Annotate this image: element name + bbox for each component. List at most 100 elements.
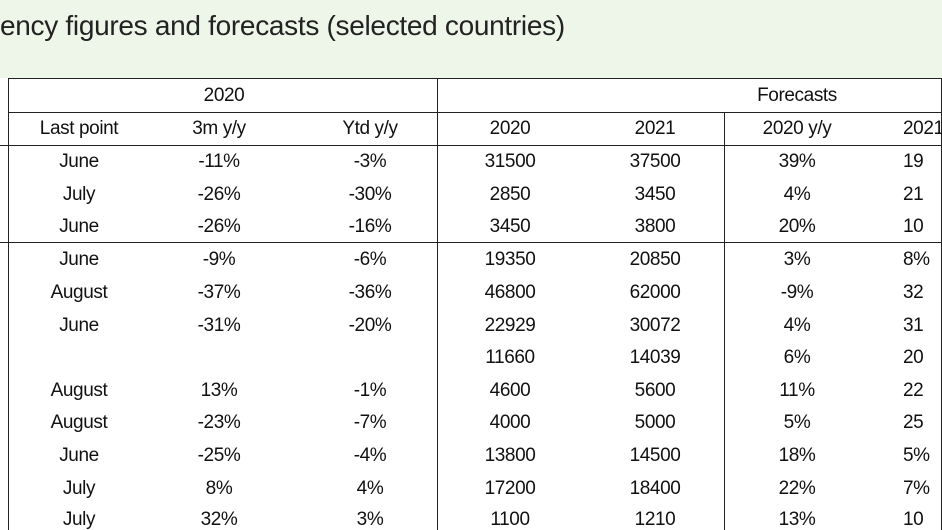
column-header: 2021 bbox=[634, 118, 676, 139]
table-cell: July bbox=[62, 509, 96, 530]
table-cell: June bbox=[59, 249, 99, 270]
column-header: Last point bbox=[39, 118, 119, 139]
table-cell: 20850 bbox=[629, 249, 681, 270]
table-cell: 3% bbox=[356, 509, 384, 530]
column-header: 2021 bbox=[903, 118, 942, 139]
table-cell: 13800 bbox=[484, 445, 536, 466]
table-cell: June bbox=[59, 216, 99, 237]
table-cell: 5% bbox=[783, 412, 811, 433]
table-cell: 39% bbox=[778, 151, 816, 172]
table-cell: 4% bbox=[356, 478, 384, 499]
table-cell: 22% bbox=[778, 478, 816, 499]
table-cell: 11660 bbox=[485, 347, 535, 368]
table-cell: -25% bbox=[197, 445, 241, 466]
table-cell: -7% bbox=[353, 412, 387, 433]
table-cell: 11% bbox=[779, 380, 815, 401]
table-cell: 20% bbox=[778, 216, 816, 237]
group-header: 2020 bbox=[203, 85, 245, 106]
rule bbox=[8, 78, 942, 79]
table-cell: -37% bbox=[197, 282, 241, 303]
table-cell: 32 bbox=[903, 282, 924, 303]
table-cell: 14039 bbox=[629, 347, 681, 368]
table-cell: 10 bbox=[903, 216, 924, 237]
table-cell: -30% bbox=[348, 184, 392, 205]
table-cell: 19 bbox=[903, 151, 924, 172]
table-cell: 25 bbox=[903, 412, 924, 433]
table-cell: -26% bbox=[197, 216, 241, 237]
title-band bbox=[0, 0, 942, 78]
table-cell: 37500 bbox=[629, 151, 681, 172]
column-header: 2020 bbox=[489, 118, 531, 139]
column-header: 2020 y/y bbox=[762, 118, 832, 139]
table-cell: June bbox=[59, 151, 99, 172]
table-cell: August bbox=[50, 412, 108, 433]
table-cell: 10 bbox=[903, 509, 924, 530]
rule bbox=[8, 78, 9, 530]
group-header: Forecasts bbox=[757, 85, 837, 106]
table-cell: 13% bbox=[200, 380, 238, 401]
table-cell: 30072 bbox=[629, 315, 681, 336]
table-cell: 17200 bbox=[484, 478, 536, 499]
table-cell: -36% bbox=[348, 282, 392, 303]
rule bbox=[437, 78, 438, 530]
rule bbox=[724, 112, 725, 530]
column-header: 3m y/y bbox=[192, 118, 246, 139]
table-cell: -4% bbox=[353, 445, 387, 466]
table-cell: 46800 bbox=[484, 282, 536, 303]
table-cell: June bbox=[59, 445, 99, 466]
table-cell: 22 bbox=[903, 380, 924, 401]
table-cell: 5% bbox=[903, 445, 930, 466]
table-cell: 31500 bbox=[484, 151, 536, 172]
table-cell: 2850 bbox=[489, 184, 531, 205]
table-cell: 8% bbox=[903, 249, 930, 270]
table-cell: -6% bbox=[353, 249, 387, 270]
table-cell: 22929 bbox=[484, 315, 536, 336]
table-cell: 18% bbox=[778, 445, 816, 466]
table-cell: 3% bbox=[783, 249, 811, 270]
table-cell: 21 bbox=[903, 184, 924, 205]
table-cell: -26% bbox=[197, 184, 241, 205]
table-cell: -1% bbox=[353, 380, 387, 401]
table-cell: 62000 bbox=[629, 282, 681, 303]
table-cell: July bbox=[62, 184, 96, 205]
table-cell: 3450 bbox=[634, 184, 676, 205]
rule bbox=[0, 242, 942, 243]
rule bbox=[0, 145, 942, 146]
table-cell: August bbox=[50, 380, 108, 401]
table-cell: 1210 bbox=[634, 509, 676, 530]
table-cell: 13% bbox=[778, 509, 816, 530]
table-cell: -11% bbox=[198, 151, 240, 172]
table-cell: -31% bbox=[197, 315, 241, 336]
table-cell: -9% bbox=[780, 282, 814, 303]
table-cell: 4% bbox=[783, 315, 811, 336]
table-cell: 5000 bbox=[634, 412, 676, 433]
table-cell: 3450 bbox=[489, 216, 531, 237]
table-cell: 20 bbox=[903, 347, 924, 368]
table-cell: -20% bbox=[348, 315, 392, 336]
table-cell: 31 bbox=[903, 315, 924, 336]
column-header: Ytd y/y bbox=[342, 118, 398, 139]
table-cell: August bbox=[50, 282, 108, 303]
table-cell: 6% bbox=[783, 347, 811, 368]
table-cell: 7% bbox=[903, 478, 930, 499]
table-cell: 5600 bbox=[634, 380, 676, 401]
table-cell: -23% bbox=[197, 412, 241, 433]
table-cell: 18400 bbox=[629, 478, 681, 499]
table-cell: 1100 bbox=[490, 509, 530, 530]
table-cell: June bbox=[59, 315, 99, 336]
rule bbox=[8, 112, 942, 113]
table-cell: 19350 bbox=[484, 249, 536, 270]
table-cell: -9% bbox=[202, 249, 236, 270]
table-cell: 4000 bbox=[489, 412, 531, 433]
table-cell: 8% bbox=[205, 478, 233, 499]
table-cell: 32% bbox=[200, 509, 238, 530]
table-cell: -16% bbox=[348, 216, 392, 237]
table-cell: 4600 bbox=[489, 380, 531, 401]
table-cell: 4% bbox=[783, 184, 811, 205]
table-cell: July bbox=[62, 478, 96, 499]
table-cell: 3800 bbox=[634, 216, 676, 237]
table-cell: 14500 bbox=[629, 445, 681, 466]
title: ency figures and forecasts (selected cou… bbox=[0, 10, 565, 41]
table-cell: -3% bbox=[353, 151, 387, 172]
